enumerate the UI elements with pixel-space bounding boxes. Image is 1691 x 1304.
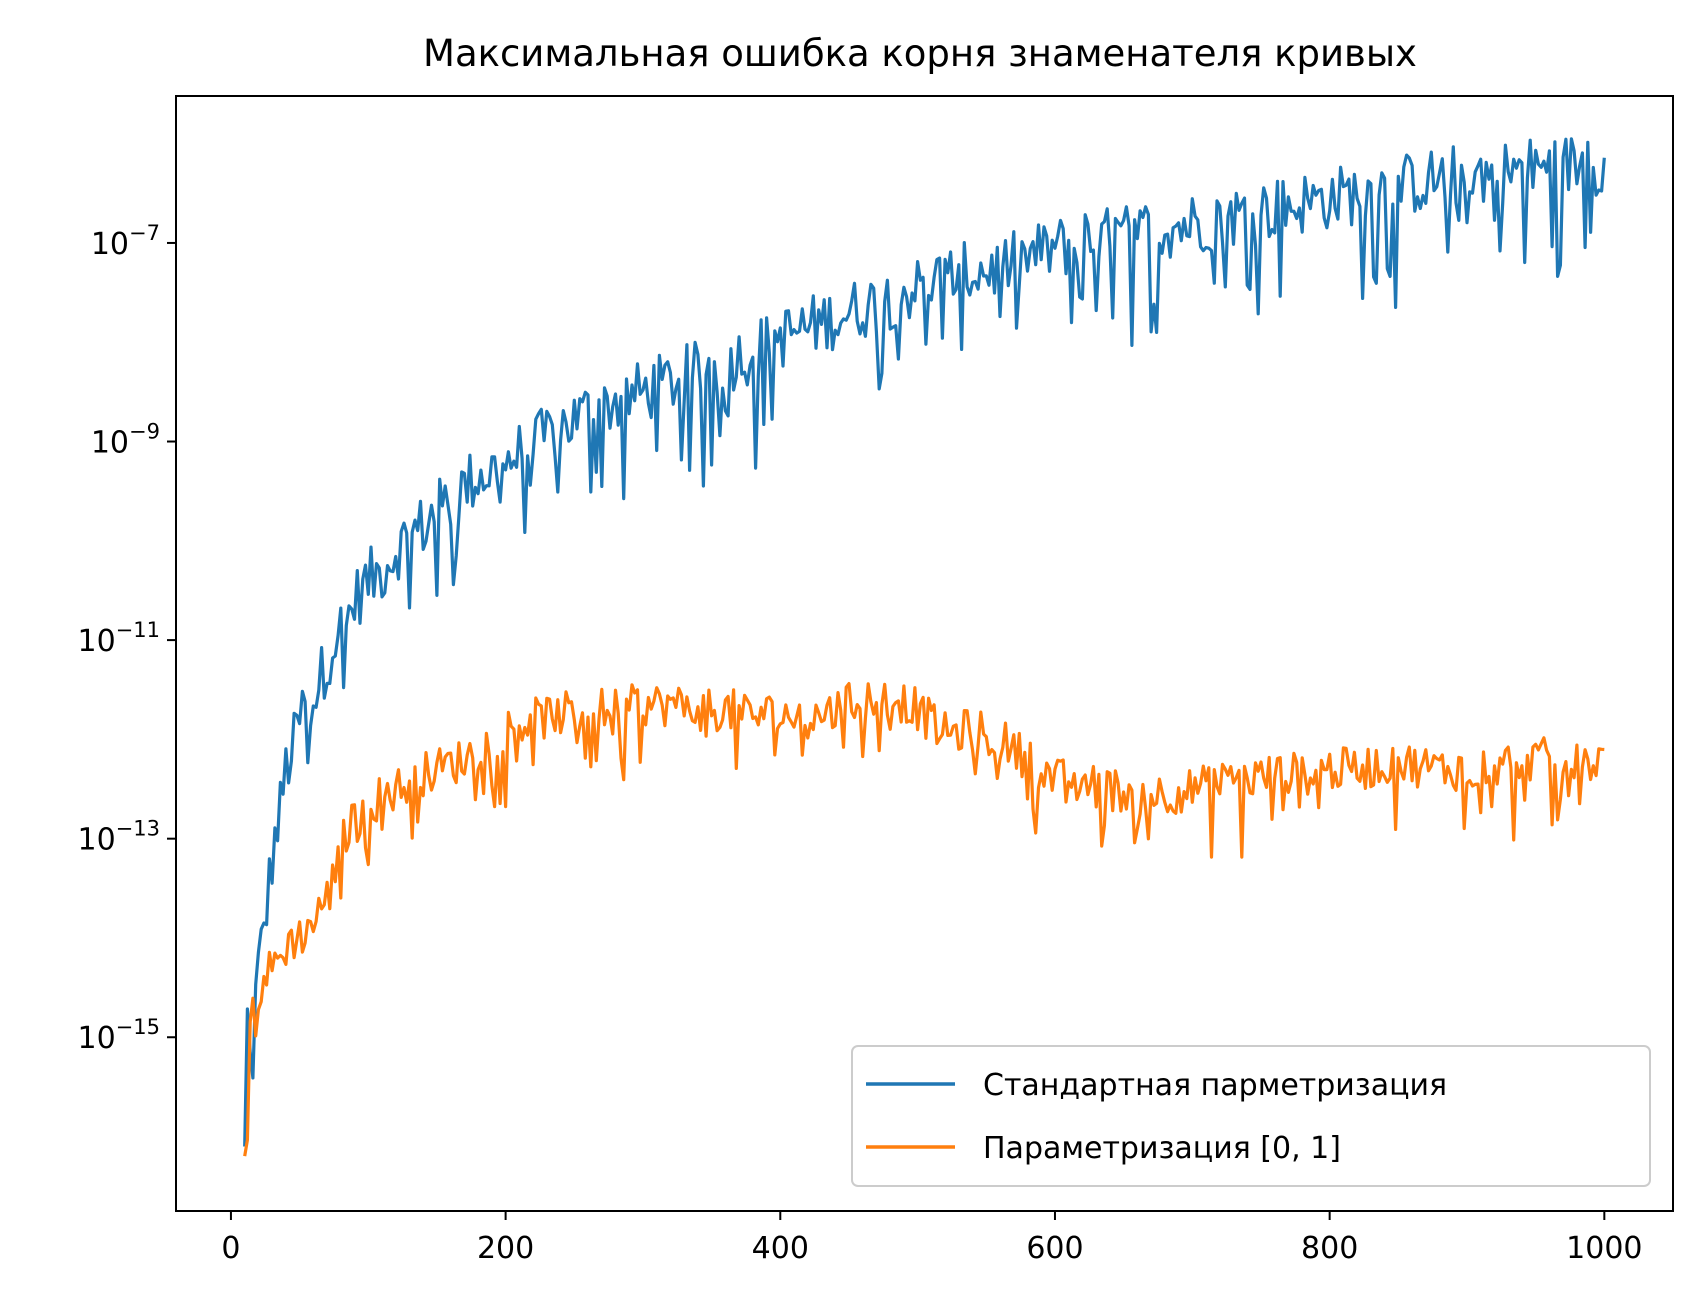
legend-label-1: Стандартная парметризация (983, 1068, 1447, 1103)
x-tick-label: 0 (221, 1231, 240, 1266)
legend: Стандартная парметризация Параметризация … (851, 1045, 1651, 1187)
plot-frame (175, 95, 1674, 1212)
y-tick-label: 10−7 (91, 221, 160, 262)
x-tick-label: 600 (1026, 1231, 1083, 1266)
y-tick-label: 10−9 (91, 420, 160, 461)
series-line-2 (243, 681, 1605, 1157)
x-tick-label: 800 (1301, 1231, 1358, 1266)
y-tick-label: 10−11 (77, 618, 160, 659)
chart-title: Максимальная ошибка корня знаменателя кр… (423, 32, 1417, 75)
series-layer (243, 137, 1606, 1157)
legend-box (851, 1045, 1651, 1187)
x-axis: 0 200 400 600 800 1000 (221, 1211, 1643, 1266)
y-tick-label: 10−13 (77, 817, 160, 858)
series-line-1 (243, 137, 1606, 1147)
y-axis: 10−15 10−13 10−11 10−9 10−7 (77, 221, 176, 1056)
y-tick-label: 10−15 (77, 1015, 160, 1056)
x-tick-label: 1000 (1566, 1231, 1642, 1266)
x-tick-label: 200 (477, 1231, 534, 1266)
x-tick-label: 400 (752, 1231, 809, 1266)
legend-label-2: Параметризация [0, 1] (983, 1131, 1341, 1166)
